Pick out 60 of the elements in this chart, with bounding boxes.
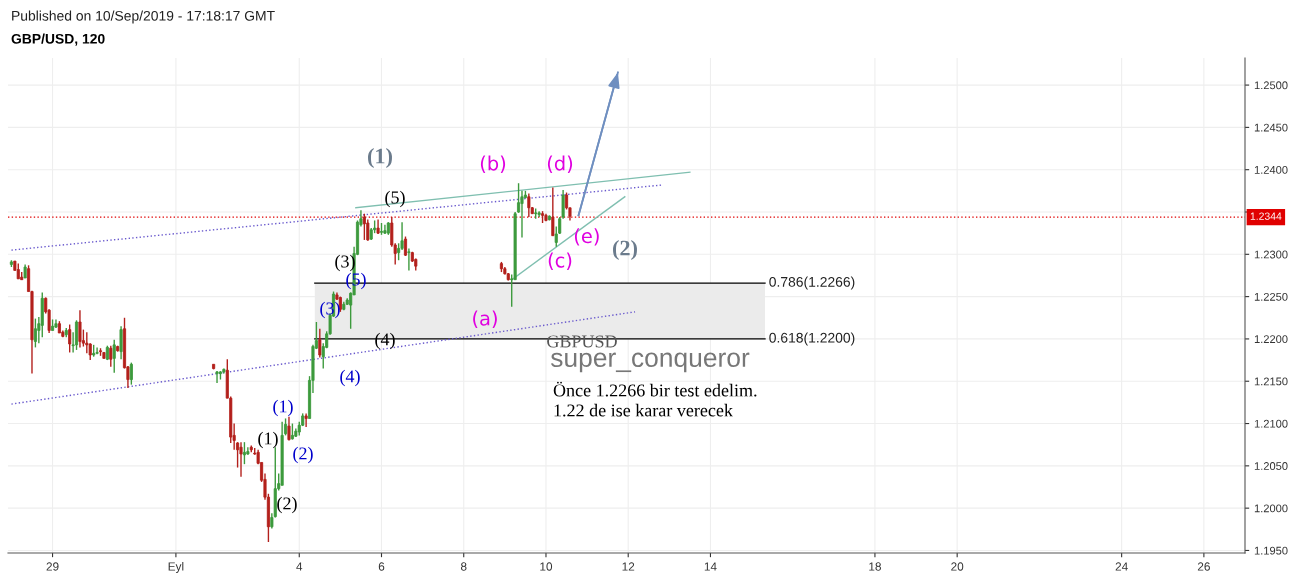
y-tick-label: 1.1950 <box>1254 546 1288 555</box>
chart-title: GBP/USD, 120 <box>11 33 105 46</box>
x-tick-label: 6 <box>378 562 385 571</box>
x-tick-label: 12 <box>622 562 635 571</box>
candlestick <box>551 186 555 237</box>
x-tick-label: 14 <box>704 562 717 571</box>
annotation: super_conqueror <box>550 352 750 373</box>
x-tick-label: 18 <box>869 562 881 571</box>
candlestick <box>215 370 219 384</box>
text: Published on 10/Sep/2019 - 17:18:17 GMT <box>12 10 275 24</box>
x-tick-label: 24 <box>1115 562 1128 571</box>
annotation: (5) <box>385 190 405 208</box>
annotation: (1) <box>273 399 293 417</box>
annotation: (e) <box>574 228 599 246</box>
candlestick <box>318 328 322 359</box>
candlestick <box>74 319 79 351</box>
annotation: (1) <box>368 147 392 169</box>
candlestick <box>407 247 411 272</box>
candlestick <box>95 346 99 355</box>
candlestick <box>242 441 246 465</box>
annotation: (2) <box>277 496 297 514</box>
x-tick-label: 29 <box>46 562 59 571</box>
annotation: (a) <box>473 310 497 328</box>
candlestick <box>129 361 133 386</box>
ref-line-label: 0.786(1.2266) <box>769 276 855 290</box>
annotation: (c) <box>548 252 572 270</box>
y-tick-label: 1.2150 <box>1254 377 1288 386</box>
candlestick <box>33 317 37 349</box>
annotation: (b) <box>480 155 506 173</box>
candlestick <box>78 309 82 349</box>
candlestick <box>68 323 72 354</box>
annotation: (2) <box>613 239 637 261</box>
candlestick <box>239 441 243 478</box>
y-tick-label: 1.2050 <box>1254 462 1288 470</box>
y-tick-label: 1.2400 <box>1254 165 1288 174</box>
ref-line-label: 1.2344 <box>1250 212 1282 220</box>
x-tick-label: Eyl <box>168 562 184 574</box>
candlestick <box>112 339 116 374</box>
x-tick-label: 26 <box>1197 562 1210 571</box>
annotation: Önce 1.2266 bir test edelim. <box>553 381 757 397</box>
y-tick-label: 1.2250 <box>1254 292 1288 301</box>
x-tick-label: 10 <box>540 562 553 571</box>
ref-line-label: 0.618(1.2200) <box>769 332 855 346</box>
annotation: (4) <box>340 369 360 387</box>
candlestick <box>362 212 366 241</box>
annotation: 1.22 de ise karar verecek <box>554 403 733 417</box>
annotation: (2) <box>293 446 313 464</box>
annotation: (d) <box>547 155 573 173</box>
x-tick-label: 20 <box>951 562 964 571</box>
y-tick-label: 1.2450 <box>1254 123 1288 132</box>
y-tick-label: 1.2000 <box>1254 504 1288 513</box>
candlestick <box>109 344 113 368</box>
y-tick-label: 1.2500 <box>1254 81 1288 90</box>
x-tick-label: 4 <box>296 562 303 571</box>
candlestick <box>119 325 123 360</box>
y-tick-label: 1.2200 <box>1254 335 1288 344</box>
annotation: (1) <box>258 431 278 449</box>
x-tick-label: 8 <box>460 562 467 571</box>
y-tick-label: 1.2100 <box>1254 419 1288 428</box>
y-tick-label: 1.2300 <box>1254 250 1288 259</box>
